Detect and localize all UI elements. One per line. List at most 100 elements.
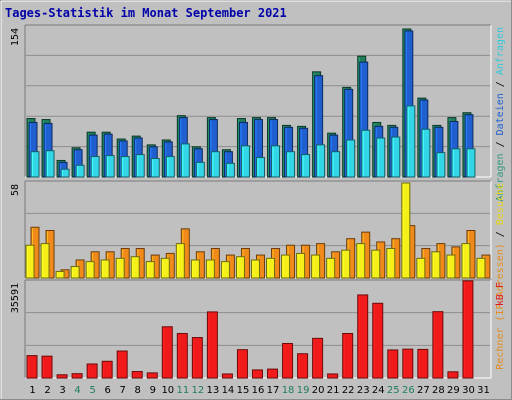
legend-text-part: Anfragen [495,27,506,75]
y-max-label: 58 [10,184,21,196]
panel-hosts: 58 Rechner (IP-Adressen) / Besuche [10,180,506,370]
x-tick-label: 27 [417,385,430,396]
bar-requests-3 [255,157,265,178]
bar-hosts-2 [190,259,200,279]
bar-requests-3 [60,168,70,178]
bar-requests-3 [225,162,235,178]
bar-hosts-2 [205,259,215,279]
x-tick-label: 29 [447,385,460,396]
x-tick-label: 30 [462,385,475,396]
bar-kbytes-1 [312,337,324,379]
bar-requests-3 [105,155,115,178]
series-legend-label: kB F [495,282,506,306]
bar-requests-3 [346,139,356,178]
x-tick-label: 22 [342,385,355,396]
bar-hosts-2 [386,248,396,279]
bar-kbytes-1 [432,311,444,379]
bar-kbytes-1 [447,371,459,379]
bar-kbytes-1 [417,348,429,379]
x-tick-label: 15 [237,385,250,396]
bar-hosts-2 [250,259,260,279]
bar-kbytes-1 [146,372,158,379]
bar-kbytes-1 [267,368,279,379]
x-tick-label: 31 [477,385,490,396]
panel-kbytes: 35591 kB F [10,279,506,379]
x-tick-label: 12 [192,385,205,396]
bar-kbytes-1 [251,369,263,379]
bar-hosts-2 [341,249,351,279]
bar-kbytes-1 [26,355,38,379]
bar-hosts-2 [416,257,426,279]
bar-requests-3 [451,148,461,178]
y-max-label: 35591 [10,283,21,313]
bar-requests-3 [90,156,100,178]
bar-requests-3 [75,164,85,178]
bar-requests-3 [361,129,371,178]
bar-hosts-2 [461,243,471,279]
bar-requests-3 [421,128,431,178]
bar-hosts-2 [266,257,276,279]
bar-requests-3 [376,137,386,178]
bar-requests-3 [406,105,416,178]
bar-requests-3 [286,151,296,178]
bar-hosts-2 [431,251,441,279]
bar-hosts-2 [476,257,486,279]
legend-text-part: Dateien [495,93,506,135]
bar-requests-3 [120,156,130,178]
x-tick-label: 20 [312,385,325,396]
x-tick-label: 14 [222,385,235,396]
bar-kbytes-1 [56,374,68,379]
bar-kbytes-1 [206,311,218,379]
bar-hosts-2 [220,261,230,279]
x-tick-label: 1 [29,385,35,396]
bar-kbytes-1 [462,280,474,379]
bar-kbytes-1 [161,326,173,379]
bar-kbytes-1 [131,371,143,379]
bar-kbytes-1 [402,348,414,379]
bar-hosts-2 [160,257,170,279]
bar-hosts-2 [100,259,110,279]
bar-requests-3 [331,151,341,178]
bar-requests-3 [210,151,220,178]
x-tick-label: 10 [161,385,174,396]
bar-hosts-2 [356,243,366,279]
bar-hosts-2 [446,254,456,279]
x-tick-label: 28 [432,385,445,396]
bar-hosts-2 [25,244,35,279]
bar-kbytes-1 [176,332,188,379]
bar-requests-3 [30,151,40,178]
bar-kbytes-1 [342,332,354,379]
x-tick-label: 18 [282,385,295,396]
x-tick-label: 6 [104,385,110,396]
bar-kbytes-1 [327,373,339,379]
x-tick-label: 21 [327,385,340,396]
bar-kbytes-1 [236,349,248,379]
panel-requests: 154 Anfragen / Dateien / Anfragen [10,24,506,202]
bar-requests-3 [195,161,205,178]
bar-requests-3 [45,150,55,178]
bar-kbytes-1 [86,363,98,379]
x-tick-label: 9 [150,385,156,396]
bar-hosts-2 [281,254,291,279]
bar-hosts-2 [85,261,95,279]
bar-hosts-2 [115,257,125,279]
legend-text-part: / [495,225,506,243]
legend-text-part: Anfragen [495,153,506,201]
x-tick-label: 4 [74,385,80,396]
legend-text-part: Rechner (IP-Adressen) [495,243,506,369]
bar-kbytes-1 [221,373,233,379]
x-tick-label: 19 [297,385,310,396]
bar-hosts-2 [326,257,336,279]
legend-text-part: / [495,135,506,153]
bar-hosts-2 [40,243,50,279]
bar-kbytes-1 [41,355,53,379]
bar-hosts-2 [401,182,411,279]
bar-kbytes-1 [357,294,369,379]
bar-requests-3 [301,154,311,178]
x-tick-label: 26 [402,385,415,396]
bar-kbytes-1 [297,353,309,379]
bar-kbytes-1 [282,342,294,379]
bar-hosts-2 [371,249,381,279]
x-tick-label: 11 [176,385,189,396]
chart-title: Tages-Statistik im Monat September 2021 [5,6,287,20]
